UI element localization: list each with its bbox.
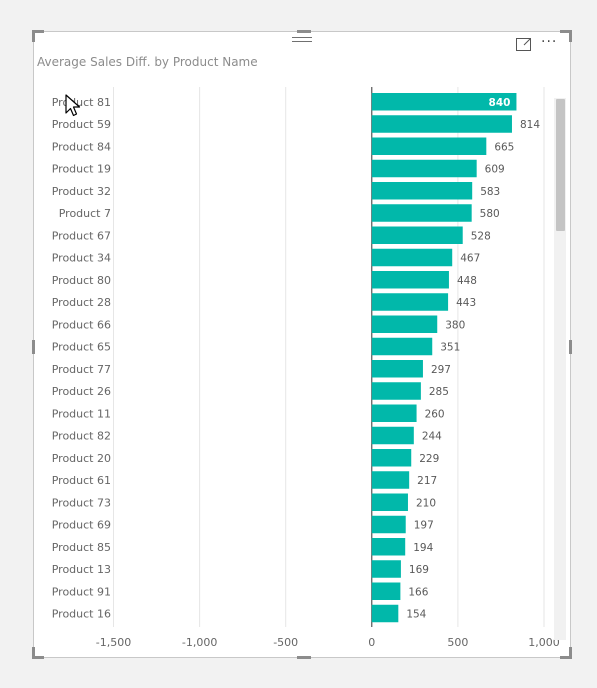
bar[interactable]: [371, 271, 449, 289]
bar[interactable]: [371, 115, 512, 133]
category-label: Product 69: [52, 519, 111, 532]
data-label: 260: [425, 408, 445, 420]
resize-handle-bottom[interactable]: [297, 656, 311, 659]
data-label: 166: [408, 586, 428, 598]
bar[interactable]: [371, 560, 401, 578]
category-label: Product 82: [52, 430, 111, 443]
bar[interactable]: [371, 360, 423, 378]
data-label: 840: [489, 97, 511, 109]
resize-handle-bottom-right[interactable]: [560, 647, 572, 659]
category-label: Product 85: [52, 541, 111, 554]
data-label: 351: [440, 342, 460, 354]
resize-handle-top[interactable]: [297, 30, 311, 33]
category-label: Product 84: [52, 140, 111, 153]
visual-title: Average Sales Diff. by Product Name: [37, 55, 258, 69]
data-label: 528: [471, 230, 491, 242]
data-label: 154: [406, 609, 426, 621]
bar[interactable]: [371, 182, 473, 200]
bar[interactable]: [371, 604, 399, 623]
drag-grip-icon[interactable]: [292, 37, 312, 47]
x-tick-label: 500: [447, 636, 468, 649]
category-label: Product 32: [52, 185, 111, 198]
mouse-pointer-icon: [65, 94, 81, 117]
bar[interactable]: [371, 582, 401, 601]
x-tick-label: 0: [368, 636, 375, 649]
category-label: Product 19: [52, 163, 111, 176]
x-tick-label: -500: [273, 636, 298, 649]
data-label: 229: [419, 453, 439, 465]
visual-container[interactable]: ··· Average Sales Diff. by Product Name …: [32, 30, 572, 659]
data-label: 197: [414, 520, 434, 532]
bar[interactable]: [371, 137, 487, 156]
data-label: 217: [417, 475, 437, 487]
bar[interactable]: [371, 538, 406, 556]
data-label: 244: [422, 431, 442, 443]
bar[interactable]: [371, 337, 433, 356]
bar[interactable]: [371, 248, 453, 267]
x-tick-label: -1,000: [182, 636, 217, 649]
data-label: 169: [409, 564, 429, 576]
category-label: Product 73: [52, 496, 111, 509]
category-label: Product 67: [52, 229, 111, 242]
x-tick-label: 1,000: [528, 636, 560, 649]
bar[interactable]: [371, 293, 449, 311]
data-label: 297: [431, 364, 451, 376]
bar[interactable]: [371, 204, 472, 222]
data-label: 194: [413, 542, 433, 554]
x-tick-label: -1,500: [96, 636, 131, 649]
more-options-icon[interactable]: ···: [541, 34, 558, 50]
category-label: Product 13: [52, 563, 111, 576]
bar[interactable]: [371, 93, 517, 111]
category-label: Product 20: [52, 452, 111, 465]
data-label: 448: [457, 275, 477, 287]
category-label: Product 80: [52, 274, 111, 287]
bar-chart: 840 814 665 609 583 580 528 467 448 443 380 351 297 2…: [52, 87, 560, 649]
data-label: 814: [520, 119, 540, 131]
bar[interactable]: [371, 382, 421, 400]
bar[interactable]: [371, 404, 417, 423]
resize-handle-right[interactable]: [569, 340, 572, 354]
category-label: Product 91: [52, 585, 111, 598]
category-label: Product 28: [52, 296, 111, 309]
resize-handle-top-left[interactable]: [32, 30, 44, 42]
scrollbar-track[interactable]: [554, 98, 566, 640]
category-label: Product 65: [52, 341, 111, 354]
category-label: Product 11: [52, 407, 111, 420]
data-label: 609: [485, 164, 505, 176]
bar[interactable]: [371, 493, 408, 512]
data-label: 583: [480, 186, 500, 198]
category-label: Product 16: [52, 608, 111, 621]
data-label: 380: [445, 319, 465, 331]
data-label: 580: [480, 208, 500, 220]
bars: 840 814 665 609 583 580 528 467 448 443 380 351 297 2…: [371, 93, 540, 623]
data-label: 665: [494, 141, 514, 153]
bar[interactable]: [371, 226, 463, 245]
category-label: Product 61: [52, 474, 111, 487]
category-label: Product 77: [52, 363, 111, 376]
resize-handle-bottom-left[interactable]: [32, 647, 44, 659]
scrollbar-thumb[interactable]: [556, 99, 565, 231]
x-axis-ticks: -1,500 -1,000 -500 0 500 1,000: [96, 636, 560, 649]
resize-handle-top-right[interactable]: [560, 30, 572, 42]
category-label: Product 26: [52, 385, 111, 398]
bar[interactable]: [371, 315, 438, 334]
bar[interactable]: [371, 449, 412, 467]
data-label: 467: [460, 253, 480, 265]
category-label: Product 7: [59, 207, 111, 220]
category-label: Product 59: [52, 118, 111, 131]
data-label: 210: [416, 497, 436, 509]
category-label: Product 66: [52, 318, 111, 331]
data-label: 443: [456, 297, 476, 309]
resize-handle-left[interactable]: [32, 340, 35, 354]
gridlines: [113, 87, 545, 627]
focus-mode-icon[interactable]: [515, 36, 533, 52]
bar[interactable]: [371, 426, 414, 445]
category-label: Product 34: [52, 252, 111, 265]
bar[interactable]: [371, 471, 410, 489]
bar[interactable]: [371, 515, 406, 534]
data-label: 285: [429, 386, 449, 398]
bar[interactable]: [371, 159, 477, 178]
